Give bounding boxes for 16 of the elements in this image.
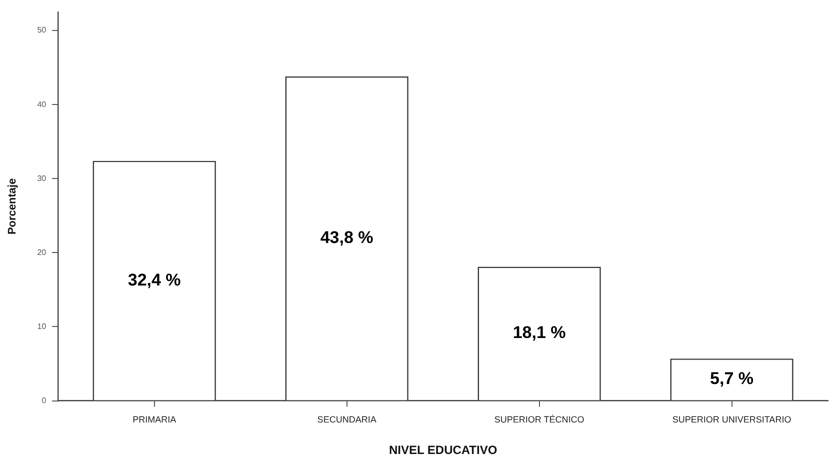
y-tick-label: 30 [37,174,47,183]
x-tick-label: SUPERIOR UNIVERSITARIO [672,414,792,425]
data-label: 18,1 % [512,323,566,342]
x-tick-label: PRIMARIA [132,414,176,425]
y-tick-label: 50 [37,26,47,35]
y-axis-title: Porcentaje [6,178,19,235]
x-axis-title: NIVEL EDUCATIVO [388,443,498,458]
x-tick-label: SUPERIOR TÉCNICO [494,414,584,425]
y-tick-label: 0 [42,396,47,406]
y-tick-label: 10 [37,322,47,331]
data-label: 5,7 % [710,369,754,388]
x-tick-label: SECUNDARIA [317,414,376,425]
y-tick-label: 20 [37,248,47,257]
y-tick-label: 40 [37,100,47,109]
data-label: 32,4 % [128,270,181,290]
data-label: 43,8 % [320,228,374,248]
